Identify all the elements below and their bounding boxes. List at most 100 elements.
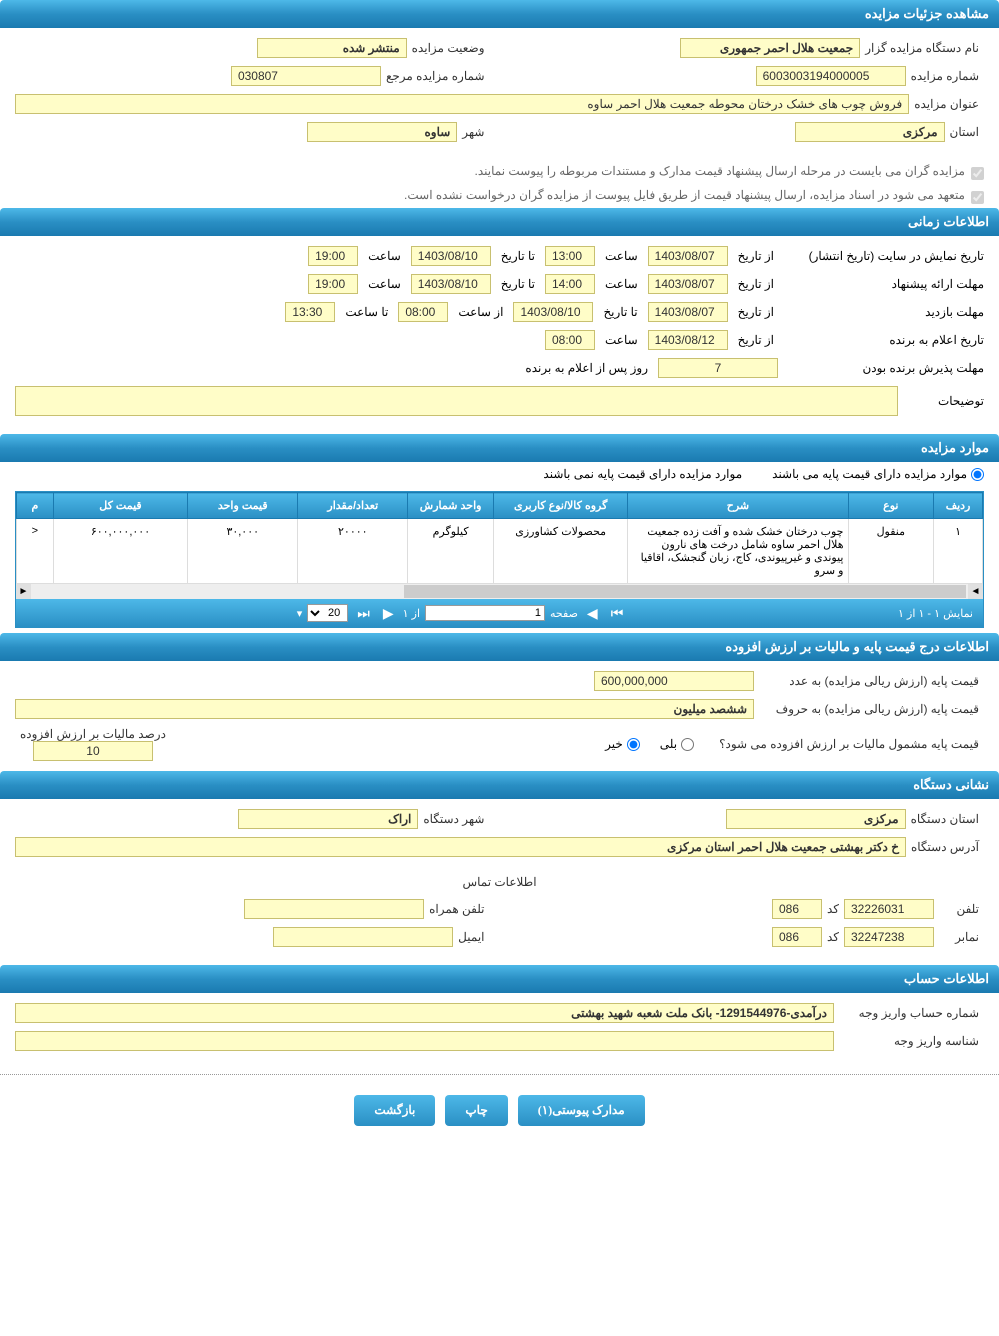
tax-no-radio[interactable] [627,738,640,751]
phone-code-value: 086 [772,899,822,919]
cell-desc: چوب درختان خشک شده و آفت زده جمعیت هلال … [628,519,848,584]
section-header-org: نشانی دستگاه [0,771,999,799]
province-value: مرکزی [795,122,945,142]
section-header-details: مشاهده جزئیات مزایده [0,0,999,28]
organizer-value: جمعیت هلال احمر جمهوری [680,38,860,58]
phone-code-label: کد [822,902,844,916]
auction-title-label: عنوان مزایده [909,97,984,111]
base-num-label: قیمت پایه (ارزش ریالی مزایده) به عدد [754,674,984,688]
email-value [273,927,453,947]
visit-to-date: 1403/08/10 [513,302,593,322]
items-grid: ردیفنوعشرحگروه کالا/نوع کاربریواحد شمارش… [16,492,983,584]
pager-first-icon[interactable]: ⏮ [607,605,628,622]
to-label-1: تا تاریخ [497,249,539,263]
to-label-2: تا تاریخ [497,277,539,291]
from-label-1: از تاریخ [734,249,778,263]
pager-next-icon[interactable]: ▶ [379,605,398,622]
notes-value [15,386,898,416]
visit-to-time: 13:30 [285,302,335,322]
pager-size-select[interactable]: 20 [307,604,348,622]
auction-title-value: فروش چوب های خشک درختان محوطه جمعیت هلال… [15,94,909,114]
pager-page-input[interactable] [425,605,545,621]
proposal-from-date: 1403/08/07 [648,274,728,294]
buttons-row: مدارک پیوستی(۱) چاپ بازگشت [0,1080,999,1141]
grid-col-header: تعداد/مقدار [298,493,408,519]
grid-col-header: قیمت واحد [188,493,298,519]
tax-yes-radio[interactable] [681,738,694,751]
scroll-left-icon[interactable]: ◄ [968,584,983,599]
items-grid-container: ردیفنوعشرحگروه کالا/نوع کاربریواحد شمارش… [15,491,984,628]
scroll-thumb[interactable] [404,585,966,598]
phone-label: تلفن [934,902,984,916]
scroll-right-icon[interactable]: ► [16,584,31,599]
grid-col-header: ردیف [934,493,983,519]
cell-group: محصولات کشاورزی [493,519,628,584]
grid-pager: نمایش ۱ - ۱ از ۱ ⏮ ◀ صفحه از ۱ ▶ ⏭ 20 ▾ [16,599,983,627]
announce-date: 1403/08/12 [648,330,728,350]
base-text-label: قیمت پایه (ارزش ریالی مزایده) به حروف [754,702,984,716]
grid-col-header: گروه کالا/نوع کاربری [493,493,628,519]
tax-q-label: قیمت پایه مشمول مالیات بر ارزش افزوده می… [714,737,984,751]
from-label-2: از تاریخ [734,277,778,291]
base-text-value: ششصد میلیون [15,699,754,719]
back-button[interactable]: بازگشت [354,1095,435,1126]
acc-id-label: شناسه واریز وجه [834,1034,984,1048]
check1-row: مزایده گران می بایست در مرحله ارسال پیشن… [0,160,999,184]
fax-code-label: کد [822,930,844,944]
details-body: نام دستگاه مزایده گزار جمعیت هلال احمر ج… [0,28,999,160]
pager-of-label: از ۱ [403,607,420,620]
number-label: شماره مزایده [906,69,984,83]
mobile-label: تلفن همراه [424,902,489,916]
attachments-button[interactable]: مدارک پیوستی(۱) [518,1095,645,1126]
city-value: ساوه [307,122,457,142]
horizontal-scrollbar[interactable]: ◄ ► [16,584,983,599]
grid-col-header: قیمت کل [53,493,188,519]
accept-days: 7 [658,358,778,378]
accept-label: مهلت پذیرش برنده بودن [784,361,984,375]
grid-col-header: واحد شمارش [408,493,494,519]
table-row[interactable]: ۱ منقول چوب درختان خشک شده و آفت زده جمع… [17,519,983,584]
from-time-label-1: از ساعت [454,305,507,319]
section-header-time: اطلاعات زمانی [0,208,999,236]
grid-col-header: شرح [628,493,848,519]
chevron-down-icon: ▾ [297,607,303,620]
acc-value: درآمدی-1291544976- بانک ملت شعبه شهید به… [15,1003,834,1023]
org-province-label: استان دستگاه [906,812,984,826]
publish-from-time: 13:00 [545,246,595,266]
account-body: شماره حساب واریز وجه درآمدی-1291544976- … [0,993,999,1069]
announce-time: 08:00 [545,330,595,350]
divider [0,1074,999,1075]
announce-label: تاریخ اعلام به برنده [784,333,984,347]
to-time-label-1: تا ساعت [341,305,392,319]
grid-header-row: ردیفنوعشرحگروه کالا/نوع کاربریواحد شمارش… [17,493,983,519]
grid-col-header: م [17,493,54,519]
pager-prev-icon[interactable]: ◀ [583,605,602,622]
fax-value: 32247238 [844,927,934,947]
print-button[interactable]: چاپ [445,1095,507,1126]
cell-unit: کیلوگرم [408,519,494,584]
notes-label: توضیحات [904,394,984,408]
cell-extra: < [17,519,54,584]
check2-checkbox[interactable] [971,191,984,204]
accept-suffix: روز پس از اعلام به برنده [521,361,652,375]
organizer-label: نام دستگاه مزایده گزار [860,41,984,55]
time-label-1: ساعت [601,249,642,263]
check1-checkbox[interactable] [971,167,984,180]
ref-value: 030807 [231,66,381,86]
tax-no-label: خیر [605,737,623,751]
contact-title: اطلاعات تماس [15,865,984,899]
tax-yes-label: بلی [660,737,677,751]
pager-page-label: صفحه [550,607,578,620]
check2-text: متعهد می شود در اسناد مزایده، ارسال پیشن… [404,188,965,202]
from-label-4: از تاریخ [734,333,778,347]
time-label-4: ساعت [364,277,405,291]
status-value: منتشر شده [257,38,407,58]
visit-from-date: 1403/08/07 [648,302,728,322]
org-city-label: شهر دستگاه [418,812,489,826]
radio-has-base[interactable] [971,468,984,481]
publish-to-date: 1403/08/10 [411,246,491,266]
pager-last-icon[interactable]: ⏭ [353,605,374,622]
tax-pct-value: 10 [33,741,153,761]
proposal-to-time: 19:00 [308,274,358,294]
section-header-account: اطلاعات حساب [0,965,999,993]
